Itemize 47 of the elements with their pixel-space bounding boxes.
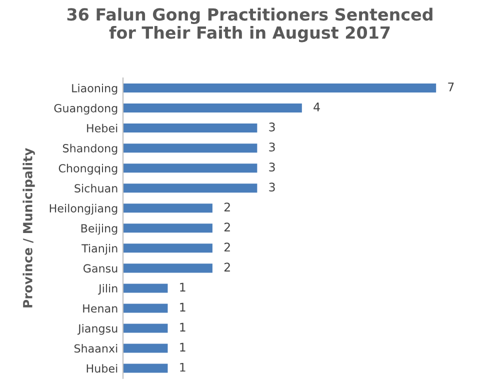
y-tick-label: Liaoning <box>72 84 118 95</box>
data-label: 1 <box>180 322 186 332</box>
data-label: 2 <box>224 202 230 212</box>
y-tick-label: Jiangsu <box>77 324 118 335</box>
bar <box>123 264 212 273</box>
bar <box>123 284 168 293</box>
data-label: 4 <box>314 102 320 112</box>
data-label: 1 <box>180 342 186 352</box>
data-label: 1 <box>180 282 186 292</box>
bar <box>123 344 168 353</box>
bar <box>123 104 302 113</box>
data-label: 7 <box>448 82 454 92</box>
data-label: 1 <box>180 362 186 372</box>
y-tick-label: Gansu <box>83 264 118 273</box>
bar <box>123 84 436 93</box>
y-tick-label: Shaanxi <box>74 344 118 353</box>
data-label: 2 <box>224 242 230 252</box>
bar <box>123 304 168 313</box>
data-label: 1 <box>180 302 186 312</box>
y-tick-label: Beijing <box>81 224 118 235</box>
y-tick-label: Guangdong <box>54 104 118 115</box>
data-label: 3 <box>269 182 275 192</box>
data-label: 2 <box>224 262 230 272</box>
y-tick-label: Hubei <box>86 364 118 373</box>
bar <box>123 124 258 133</box>
y-tick-label: Heilongjiang <box>50 204 118 215</box>
data-label: 3 <box>269 122 275 132</box>
chart-title: 36 Falun Gong Practitioners Sentenced for Their Faith in August 2017 <box>67 8 432 42</box>
y-axis-title: Province / Municipality <box>22 148 35 308</box>
bar <box>123 144 258 153</box>
data-label: 2 <box>224 222 230 232</box>
bar <box>123 364 168 373</box>
data-label: 3 <box>269 142 275 152</box>
y-tick-label: Hebei <box>87 124 118 132</box>
y-tick-label: Shandong <box>62 144 118 155</box>
bar <box>123 184 258 193</box>
bar <box>123 204 212 213</box>
y-tick-label: Chongqing <box>58 164 118 175</box>
bar <box>123 324 168 333</box>
bar <box>123 244 212 253</box>
y-tick-label: Henan <box>83 304 118 313</box>
data-label: 3 <box>269 162 275 172</box>
bar <box>123 224 212 233</box>
y-tick-label: Sichuan <box>74 184 118 192</box>
y-tick-label: Tianjin <box>82 244 118 255</box>
bar <box>123 164 258 173</box>
y-tick-label: Jilin <box>98 284 118 295</box>
